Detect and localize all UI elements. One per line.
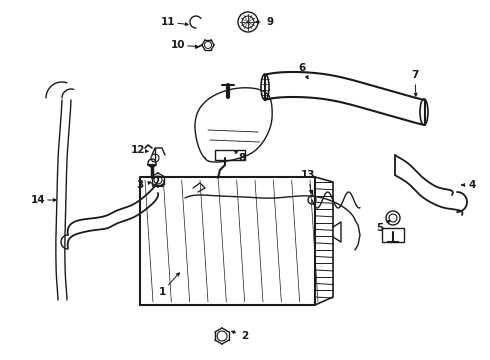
Text: 3: 3	[136, 180, 144, 190]
Text: 10: 10	[171, 40, 185, 50]
Text: 14: 14	[31, 195, 45, 205]
Text: 6: 6	[298, 63, 306, 73]
Text: 12: 12	[131, 145, 145, 155]
Text: 1: 1	[158, 287, 166, 297]
Text: 2: 2	[242, 331, 248, 341]
Text: 4: 4	[468, 180, 476, 190]
Bar	[382, 228, 404, 242]
Text: 5: 5	[376, 223, 384, 233]
Bar	[215, 150, 245, 160]
Text: 13: 13	[301, 170, 315, 180]
Text: 8: 8	[238, 153, 245, 163]
Text: 7: 7	[411, 70, 418, 80]
Text: 11: 11	[161, 17, 175, 27]
Text: 9: 9	[267, 17, 273, 27]
